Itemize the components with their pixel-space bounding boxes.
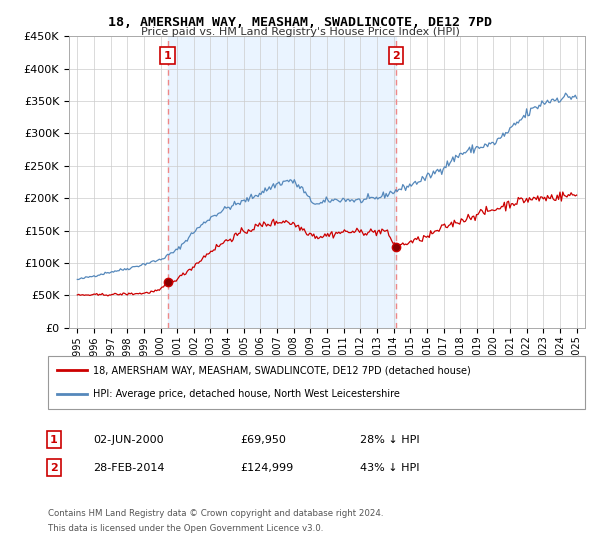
Text: £69,950: £69,950 <box>240 435 286 445</box>
Text: £124,999: £124,999 <box>240 463 293 473</box>
Text: 18, AMERSHAM WAY, MEASHAM, SWADLINCOTE, DE12 7PD (detached house): 18, AMERSHAM WAY, MEASHAM, SWADLINCOTE, … <box>93 366 471 376</box>
Text: 1: 1 <box>50 435 58 445</box>
Text: 02-JUN-2000: 02-JUN-2000 <box>93 435 164 445</box>
Text: 28-FEB-2014: 28-FEB-2014 <box>93 463 164 473</box>
Text: 2: 2 <box>50 463 58 473</box>
Text: 28% ↓ HPI: 28% ↓ HPI <box>360 435 419 445</box>
Bar <box>167 36 396 328</box>
Text: 2: 2 <box>392 51 400 61</box>
Text: Contains HM Land Registry data © Crown copyright and database right 2024.: Contains HM Land Registry data © Crown c… <box>48 509 383 518</box>
Text: This data is licensed under the Open Government Licence v3.0.: This data is licensed under the Open Gov… <box>48 524 323 533</box>
Text: HPI: Average price, detached house, North West Leicestershire: HPI: Average price, detached house, Nort… <box>93 389 400 399</box>
Text: Price paid vs. HM Land Registry's House Price Index (HPI): Price paid vs. HM Land Registry's House … <box>140 27 460 37</box>
Text: 18, AMERSHAM WAY, MEASHAM, SWADLINCOTE, DE12 7PD: 18, AMERSHAM WAY, MEASHAM, SWADLINCOTE, … <box>108 16 492 29</box>
Text: 43% ↓ HPI: 43% ↓ HPI <box>360 463 419 473</box>
Text: 1: 1 <box>164 51 172 61</box>
